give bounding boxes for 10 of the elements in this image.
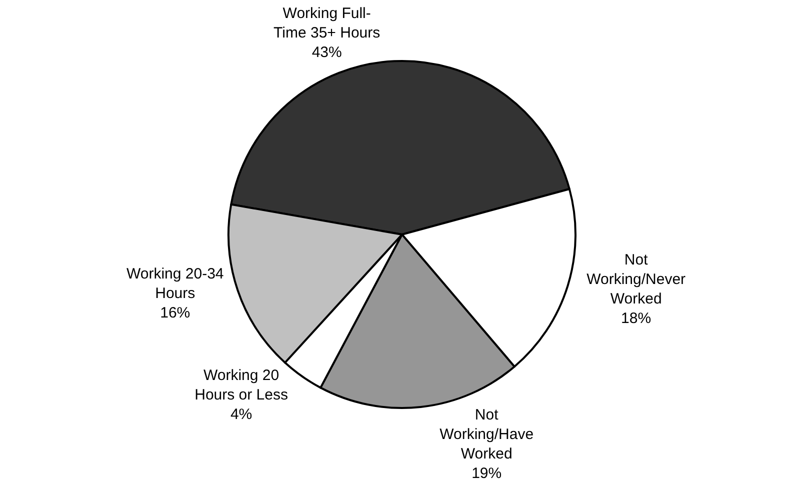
slice-label: Not Working/Never Worked	[586, 251, 686, 308]
data-label: 19%	[472, 465, 502, 482]
data-label: 4%	[230, 406, 252, 423]
slice-label: Working 20 Hours or Less	[194, 366, 288, 404]
data-label: 16%	[160, 304, 190, 322]
slice-label: Not Working/Have Worked	[440, 406, 534, 463]
data-label: 43%	[312, 44, 342, 62]
slice-label: Working Full-Time 35+ Hours	[274, 5, 380, 42]
data-label: 18%	[621, 310, 652, 327]
slice-label: Working 20-34 Hours	[126, 265, 224, 302]
